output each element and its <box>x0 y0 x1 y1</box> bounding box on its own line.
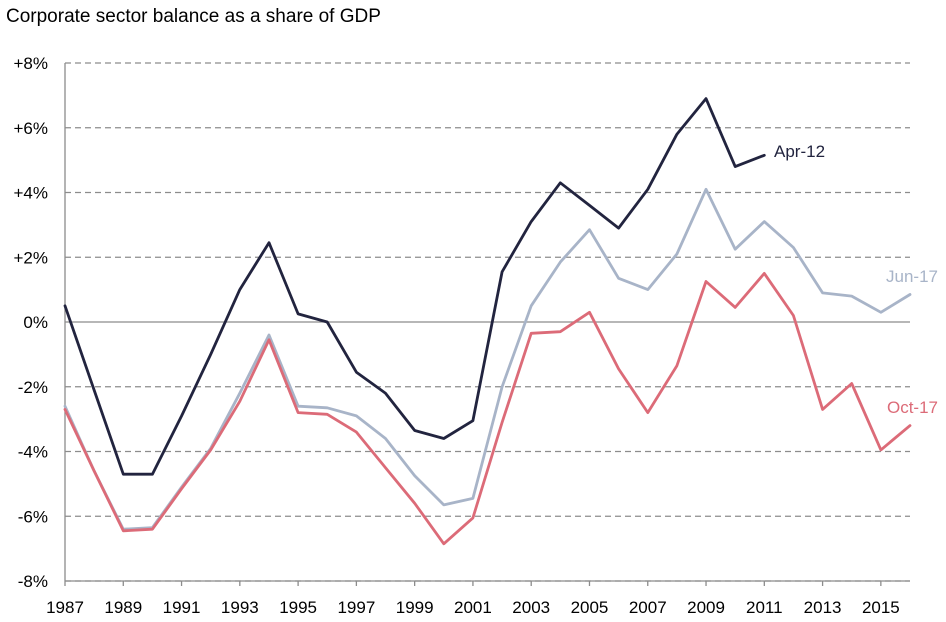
x-tick-label: 2007 <box>629 598 667 617</box>
x-tick-label: 2015 <box>862 598 900 617</box>
axes <box>64 63 910 586</box>
y-tick-label: +8% <box>14 54 49 73</box>
y-axis-tick-labels: -8% -6% -4% -2% 0% +2% +4% +6% +8% <box>14 54 49 591</box>
x-tick-label: 1993 <box>221 598 259 617</box>
y-tick-label: 0% <box>23 313 48 332</box>
x-tick-label: 1991 <box>163 598 201 617</box>
series-label-apr-12: Apr-12 <box>774 142 825 161</box>
x-axis-tick-labels: 1987 1989 1991 1993 1995 1997 1999 2001 2003 2005… <box>46 598 900 617</box>
x-tick-label: 1995 <box>279 598 317 617</box>
series-lines <box>63 97 912 546</box>
y-tick-label: -6% <box>18 507 48 526</box>
series-line-jun-17 <box>63 187 912 531</box>
series-line-oct-17 <box>63 271 912 546</box>
y-tick-label: -4% <box>18 443 48 462</box>
x-tick-label: 2005 <box>571 598 609 617</box>
series-label-oct-17: Oct-17 <box>887 398 938 417</box>
y-tick-label: +4% <box>14 184 49 203</box>
y-tick-label: -2% <box>18 378 48 397</box>
x-tick-label: 1997 <box>337 598 375 617</box>
y-tick-label: +6% <box>14 119 49 138</box>
chart-title: Corporate sector balance as a share of G… <box>6 6 381 27</box>
y-tick-label: +2% <box>14 248 49 267</box>
x-tick-label: 1989 <box>104 598 142 617</box>
x-tick-label: 1987 <box>46 598 84 617</box>
x-tick-label: 2013 <box>804 598 842 617</box>
series-line-apr-12 <box>63 97 766 476</box>
x-tick-label: 1999 <box>396 598 434 617</box>
x-tick-label: 2009 <box>687 598 725 617</box>
y-tick-label: -8% <box>18 572 48 591</box>
series-labels: Apr-12 Jun-17 Oct-17 <box>774 142 938 417</box>
x-tick-label: 2001 <box>454 598 492 617</box>
x-tick-label: 2011 <box>746 598 783 617</box>
series-label-jun-17: Jun-17 <box>886 267 938 286</box>
x-tick-label: 2003 <box>512 598 550 617</box>
